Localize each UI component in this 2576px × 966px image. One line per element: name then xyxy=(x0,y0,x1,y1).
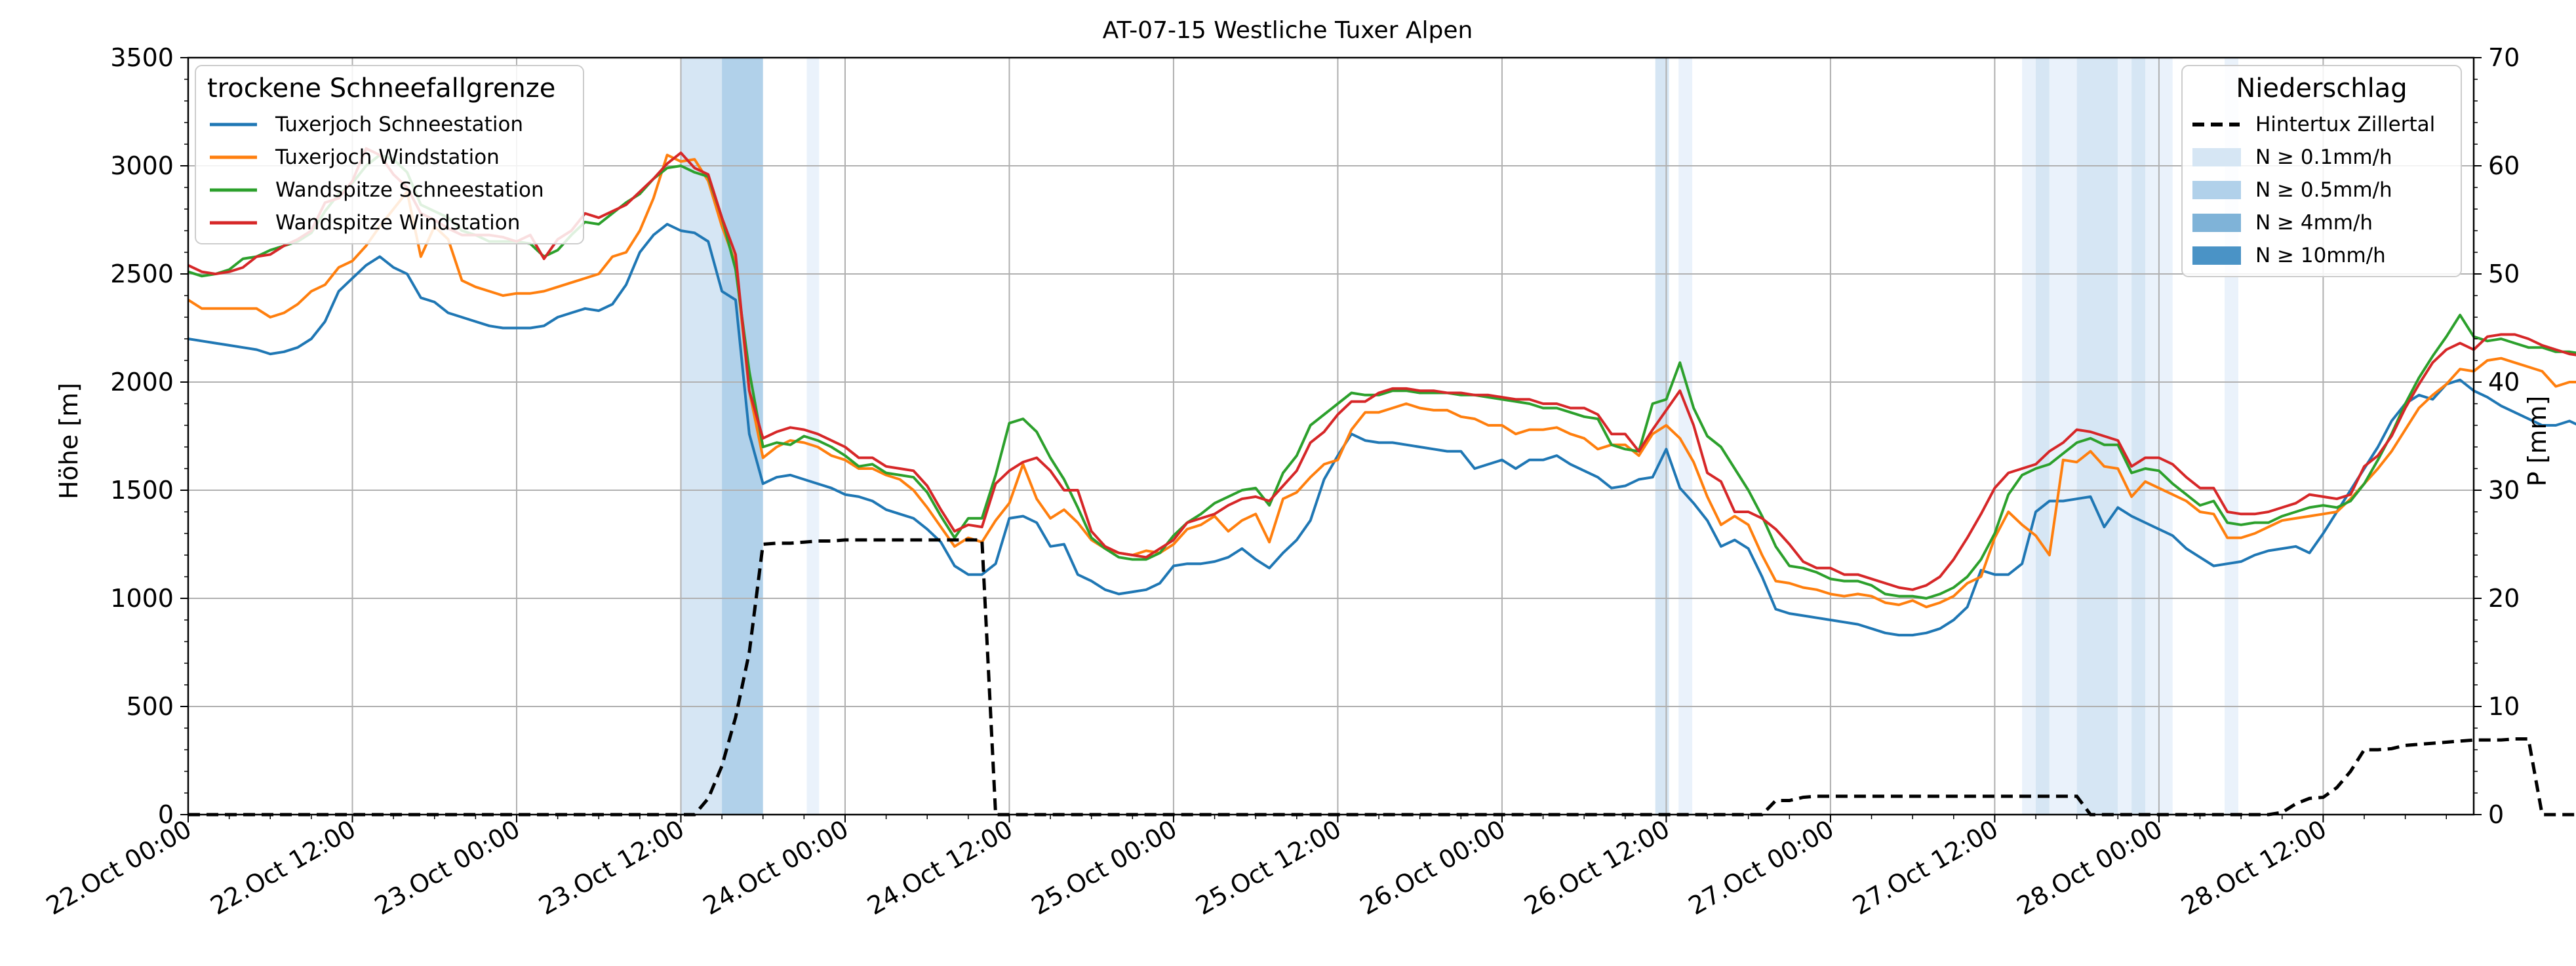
y-tick-label-right: 0 xyxy=(2488,800,2504,829)
legend-label: N ≥ 0.1mm/h xyxy=(2255,145,2392,169)
y-tick-label: 3500 xyxy=(110,43,174,72)
x-tick-label: 25.Oct 12:00 xyxy=(1191,815,1346,921)
legend-snow-title: trockene Schneefallgrenze xyxy=(207,73,555,104)
legend-item-hintertux-zillertal: Hintertux Zillertal xyxy=(2192,113,2435,136)
legend-item-n-0-1: N ≥ 0.1mm/h xyxy=(2192,145,2392,169)
y-tick-label: 2000 xyxy=(110,368,174,396)
legend-item-n-10: N ≥ 10mm/h xyxy=(2192,244,2386,267)
legend-label: Wandspitze Windstation xyxy=(275,211,520,235)
legend-label: N ≥ 10mm/h xyxy=(2255,244,2386,267)
x-tick-label: 22.Oct 12:00 xyxy=(205,815,361,921)
series-line xyxy=(188,153,2576,600)
y-axis-label-left: Höhe [m] xyxy=(54,383,83,499)
x-tick-label: 28.Oct 12:00 xyxy=(2176,815,2331,921)
y-axis-label-right: P [mm] xyxy=(2523,396,2552,487)
precip-bands xyxy=(681,58,2238,815)
y-tick-label-right: 60 xyxy=(2488,151,2520,180)
x-tick-label: 22.Oct 00:00 xyxy=(41,815,197,921)
x-tick-label: 27.Oct 00:00 xyxy=(1684,815,1839,921)
x-tick-label: 28.Oct 00:00 xyxy=(2012,815,2168,921)
legend-item-n-0-5: N ≥ 0.5mm/h xyxy=(2192,178,2392,202)
legend-label: Tuxerjoch Windstation xyxy=(275,145,500,169)
x-tick-label: 26.Oct 00:00 xyxy=(1355,815,1511,921)
precip-band xyxy=(2118,58,2132,815)
legend-precip: Niederschlag Hintertux Zillertal N ≥ 0.1… xyxy=(2181,65,2462,277)
precip-band xyxy=(2131,58,2146,815)
legend-item-n-4: N ≥ 4mm/h xyxy=(2192,211,2373,235)
y-tick-label-right: 70 xyxy=(2488,43,2520,72)
legend-item-tuxerjoch-windstation: Tuxerjoch Windstation xyxy=(210,145,500,169)
legend-label: N ≥ 4mm/h xyxy=(2255,211,2373,235)
precip-band xyxy=(1655,58,1669,815)
precip-band xyxy=(2049,58,2077,815)
precip-band xyxy=(722,58,763,815)
precip-band xyxy=(2036,58,2050,815)
x-tick-label: 23.Oct 12:00 xyxy=(534,815,689,921)
precip-band xyxy=(2022,58,2036,815)
x-tick-label: 24.Oct 12:00 xyxy=(862,815,1018,921)
y-tick-label: 3000 xyxy=(110,151,174,180)
series-line xyxy=(188,223,2576,637)
series-lines xyxy=(187,147,2576,817)
plot-frame xyxy=(187,56,2475,816)
y-tick-label: 500 xyxy=(126,692,174,721)
x-tick-label: 24.Oct 00:00 xyxy=(698,815,854,921)
y-tick-label: 1000 xyxy=(110,584,174,613)
x-tick-label: 27.Oct 12:00 xyxy=(1848,815,2003,921)
legend-item-tuxerjoch-schneestation: Tuxerjoch Schneestation xyxy=(210,113,523,136)
precip-band xyxy=(806,58,820,815)
legend-label: Wandspitze Schneestation xyxy=(275,178,544,202)
legend-label: N ≥ 0.5mm/h xyxy=(2255,178,2392,202)
y-tick-label: 2500 xyxy=(110,260,174,288)
x-tick-label: 25.Oct 00:00 xyxy=(1027,815,1182,921)
y-tick-label-right: 50 xyxy=(2488,260,2520,288)
y-tick-label-right: 10 xyxy=(2488,692,2520,721)
series-line xyxy=(187,153,2576,609)
x-tick-label: 26.Oct 12:00 xyxy=(1519,815,1674,921)
y-tick-label-right: 30 xyxy=(2488,476,2520,505)
precip-band xyxy=(1678,58,1693,815)
precip-band xyxy=(681,58,723,815)
x-tick-label: 23.Oct 00:00 xyxy=(370,815,525,921)
series-line xyxy=(188,147,2576,591)
legend-label: Tuxerjoch Schneestation xyxy=(275,113,523,136)
legend-snow: trockene Schneefallgrenze Tuxerjoch Schn… xyxy=(195,65,584,244)
legend-item-wandspitze-windstation: Wandspitze Windstation xyxy=(210,211,520,235)
y-tick-label: 0 xyxy=(158,800,174,829)
legend-label: Hintertux Zillertal xyxy=(2255,113,2435,136)
precip-line xyxy=(188,538,2576,817)
legend-precip-title: Niederschlag xyxy=(2236,73,2407,104)
y-tick-label-right: 40 xyxy=(2488,368,2520,396)
y-tick-label: 1500 xyxy=(110,476,174,505)
legend-item-wandspitze-schneestation: Wandspitze Schneestation xyxy=(210,178,544,202)
y-tick-label-right: 20 xyxy=(2488,584,2520,613)
precip-band xyxy=(2076,58,2118,815)
chart-title: AT-07-15 Westliche Tuxer Alpen xyxy=(1103,17,1473,44)
